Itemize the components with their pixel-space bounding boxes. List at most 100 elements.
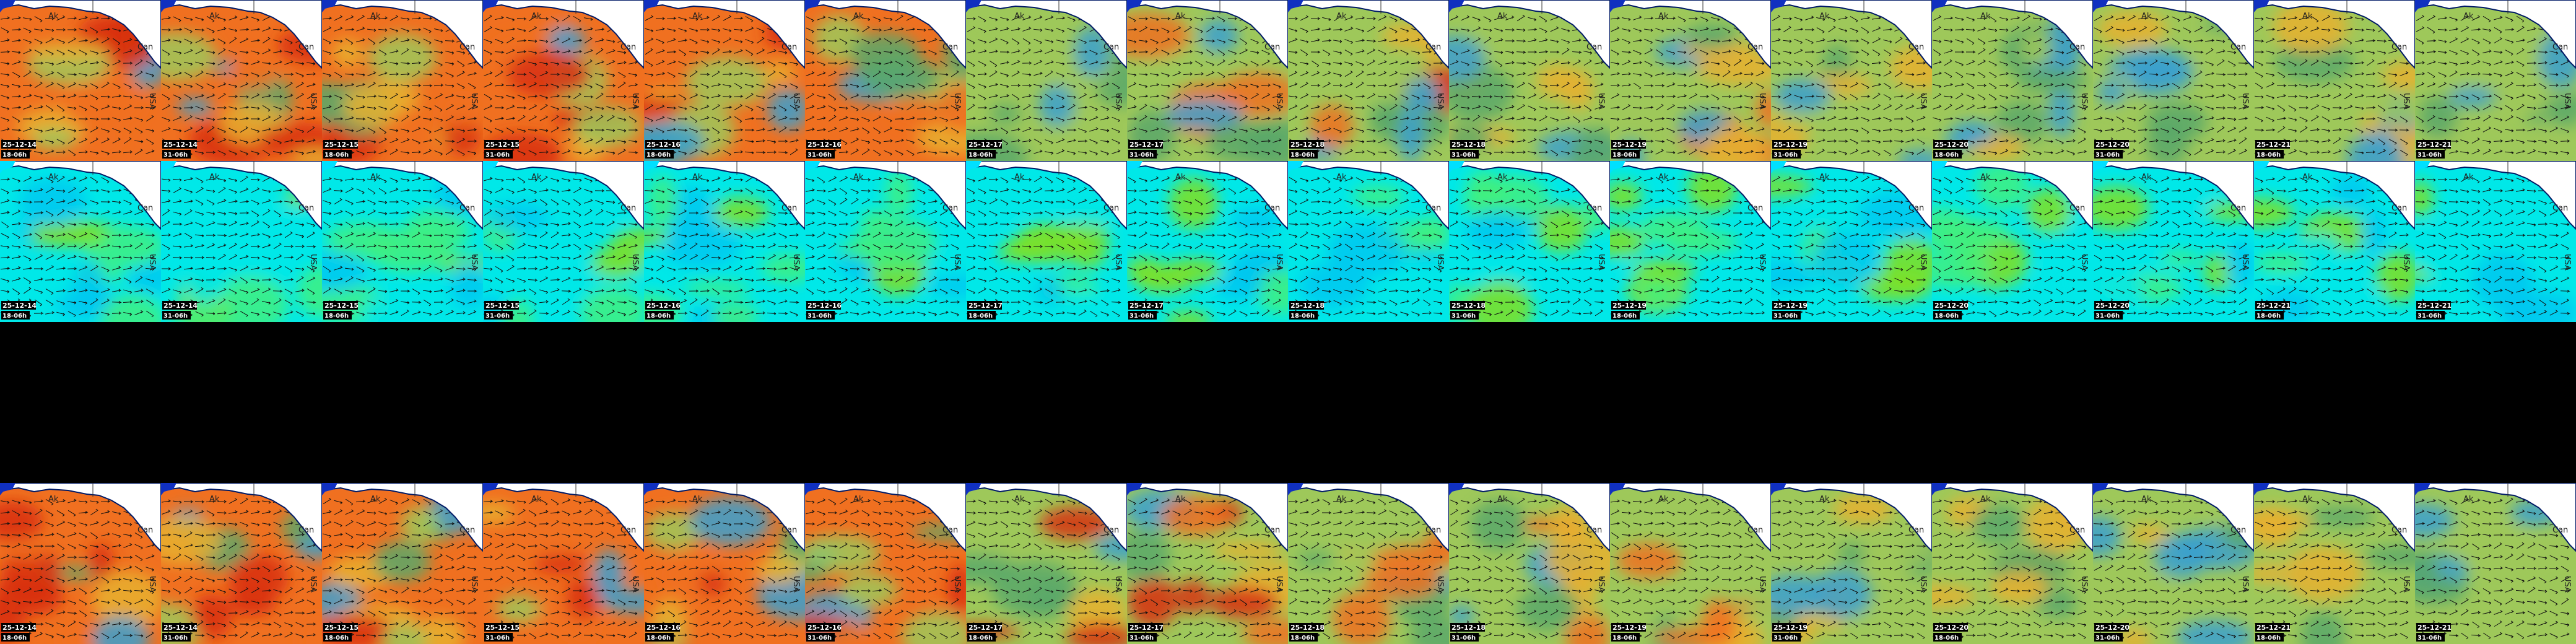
wind-arrow	[1183, 256, 1193, 261]
wind-arrow	[2505, 61, 2515, 64]
wind-arrow	[90, 37, 99, 43]
wind-arrow	[1273, 289, 1281, 295]
wind-arrow	[606, 72, 616, 77]
wind-arrow	[89, 212, 99, 215]
wind-arrow	[861, 38, 870, 45]
wind-arrow	[2377, 116, 2386, 122]
wind-arrow	[1011, 151, 1020, 155]
wind-arrow	[484, 26, 492, 32]
field-blob	[889, 91, 934, 124]
wind-arrow	[806, 50, 815, 55]
wind-arrow	[1239, 94, 1248, 100]
wind-arrow	[2105, 25, 2113, 33]
wind-arrow	[711, 149, 721, 155]
wind-arrow	[517, 243, 526, 249]
wind-arrow	[34, 176, 43, 181]
wind-arrow	[667, 201, 676, 204]
wind-arrow	[217, 92, 226, 100]
wind-arrow	[217, 298, 226, 305]
wind-arrow	[1000, 289, 1009, 294]
wind-arrow	[2193, 38, 2204, 42]
wind-arrow	[322, 245, 333, 248]
wind-arrow	[445, 50, 455, 55]
wind-arrow	[272, 200, 283, 203]
wind-arrow	[1344, 15, 1354, 21]
wind-arrow	[928, 199, 938, 203]
wind-arrow	[2205, 48, 2214, 55]
wind-arrow	[2355, 17, 2364, 21]
wind-arrow	[711, 60, 721, 65]
wind-arrow	[1850, 116, 1860, 120]
wind-arrow	[1217, 221, 1226, 226]
field-blob	[1898, 149, 1932, 161]
wind-arrow	[468, 71, 477, 76]
wind-arrow	[217, 59, 227, 66]
wind-arrow	[262, 189, 271, 193]
wind-arrow	[628, 256, 638, 259]
wind-arrow	[1666, 82, 1676, 87]
wind-arrow	[195, 211, 204, 216]
wind-arrow	[1711, 73, 1720, 77]
wind-arrow	[184, 38, 193, 45]
wind-arrow	[367, 222, 376, 228]
wind-arrow	[939, 278, 949, 281]
wind-arrow	[1827, 115, 1837, 121]
wind-arrow	[23, 94, 32, 98]
field-blob	[2273, 0, 2348, 54]
wind-arrow	[1461, 83, 1469, 89]
wind-arrow	[967, 256, 976, 260]
wind-arrow	[778, 95, 788, 98]
wind-arrow	[79, 310, 88, 315]
wind-arrow	[767, 199, 776, 206]
wind-arrow	[595, 245, 604, 250]
ice	[644, 161, 659, 173]
wind-arrow	[1516, 61, 1526, 65]
wind-arrow	[1011, 289, 1021, 293]
wind-arrow	[1805, 106, 1814, 111]
wind-arrow	[367, 71, 376, 76]
wind-arrow	[123, 128, 132, 134]
wind-arrow	[734, 61, 742, 67]
wind-arrow	[1827, 84, 1837, 88]
wind-arrow	[1572, 94, 1582, 98]
map-label-usa: USA	[2079, 93, 2089, 110]
wind-arrow	[839, 211, 848, 217]
wind-arrow	[850, 149, 859, 155]
wind-arrow	[917, 287, 926, 294]
wind-arrow	[89, 290, 99, 294]
wind-arrow	[123, 289, 132, 294]
wind-arrow	[90, 277, 98, 284]
wind-arrow	[1494, 127, 1503, 132]
wind-arrow	[467, 116, 477, 120]
wind-arrow	[239, 62, 249, 66]
wind-arrow	[1583, 116, 1593, 121]
wind-arrow	[2254, 17, 2264, 21]
wind-arrow	[928, 234, 938, 238]
wind-arrow	[1000, 233, 1009, 238]
wind-arrow	[1461, 49, 1470, 54]
wind-arrow	[1894, 94, 1904, 98]
wind-arrow	[689, 211, 699, 215]
wind-arrow	[1228, 276, 1237, 282]
wind-arrow	[767, 83, 776, 89]
wind-arrow	[2516, 48, 2525, 55]
wind-arrow	[1067, 48, 1076, 54]
wind-arrow	[1710, 151, 1720, 155]
wind-arrow	[111, 300, 122, 304]
wind-arrow	[539, 311, 549, 315]
wind-arrow	[767, 211, 776, 216]
wind-arrow	[644, 222, 655, 226]
wind-arrow	[45, 211, 54, 217]
wind-arrow	[2094, 72, 2102, 78]
wind-arrow	[1217, 245, 1226, 250]
wind-arrow	[1261, 128, 1271, 131]
wind-arrow	[0, 62, 10, 66]
wind-arrow	[1250, 199, 1260, 204]
wind-arrow	[2355, 107, 2364, 110]
wind-arrow	[1399, 140, 1409, 144]
wind-arrow	[978, 255, 986, 261]
wind-arrow	[2354, 61, 2365, 64]
wind-arrow	[1772, 105, 1780, 111]
wind-arrow	[528, 94, 538, 98]
wind-arrow	[1183, 265, 1193, 271]
